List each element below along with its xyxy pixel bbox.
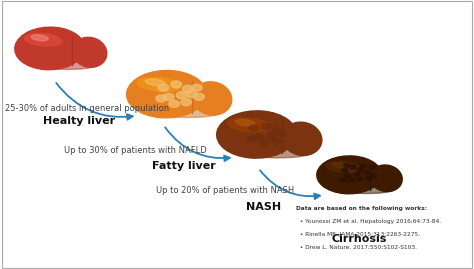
Ellipse shape — [181, 99, 191, 106]
Text: • Younossi ZM et al. Hepatology 2016;64:73-84.: • Younossi ZM et al. Hepatology 2016;64:… — [296, 219, 441, 224]
Text: Cirrhosis: Cirrhosis — [332, 234, 387, 244]
Ellipse shape — [217, 111, 296, 158]
Ellipse shape — [192, 82, 232, 115]
Text: • Rinella ME. JAMA 2015;313:2263-2275.: • Rinella ME. JAMA 2015;313:2263-2275. — [296, 232, 420, 237]
Ellipse shape — [370, 165, 402, 192]
Ellipse shape — [345, 174, 351, 178]
Ellipse shape — [327, 180, 394, 194]
Ellipse shape — [267, 133, 276, 139]
Ellipse shape — [164, 93, 174, 100]
Text: Healty liver: Healty liver — [43, 116, 115, 126]
Ellipse shape — [354, 172, 360, 176]
Ellipse shape — [273, 127, 283, 133]
Text: Data are based on the following works:: Data are based on the following works: — [296, 206, 428, 211]
Ellipse shape — [326, 161, 361, 173]
Ellipse shape — [236, 119, 255, 126]
Ellipse shape — [262, 123, 271, 129]
Ellipse shape — [25, 55, 98, 69]
Text: Up to 30% of patients with NAFLD: Up to 30% of patients with NAFLD — [64, 146, 207, 155]
Ellipse shape — [272, 139, 281, 144]
Ellipse shape — [350, 165, 356, 169]
Ellipse shape — [282, 122, 322, 155]
Text: Up to 20% of patients with NASH: Up to 20% of patients with NASH — [156, 186, 295, 196]
Ellipse shape — [138, 101, 222, 118]
Text: Fatty liver: Fatty liver — [152, 161, 215, 171]
Ellipse shape — [15, 27, 84, 70]
Ellipse shape — [191, 84, 202, 91]
Ellipse shape — [246, 136, 256, 142]
Ellipse shape — [249, 125, 258, 131]
Ellipse shape — [169, 100, 179, 107]
Ellipse shape — [228, 118, 271, 132]
Ellipse shape — [228, 141, 312, 158]
Ellipse shape — [260, 140, 269, 146]
Ellipse shape — [332, 163, 348, 168]
Ellipse shape — [72, 37, 107, 67]
Text: NASH: NASH — [246, 202, 282, 212]
Ellipse shape — [344, 164, 350, 167]
Ellipse shape — [277, 130, 286, 136]
Ellipse shape — [326, 159, 382, 191]
Text: • Drew L. Nature. 2017;550:S102-S103.: • Drew L. Nature. 2017;550:S102-S103. — [296, 245, 417, 250]
Ellipse shape — [137, 77, 181, 91]
Ellipse shape — [365, 171, 371, 175]
Ellipse shape — [317, 156, 382, 194]
Ellipse shape — [254, 134, 264, 140]
Ellipse shape — [342, 169, 348, 172]
Ellipse shape — [158, 84, 169, 91]
Ellipse shape — [370, 165, 375, 169]
Ellipse shape — [146, 79, 165, 86]
Ellipse shape — [357, 168, 363, 172]
Ellipse shape — [127, 70, 206, 118]
Ellipse shape — [371, 174, 377, 178]
Ellipse shape — [340, 178, 346, 182]
Ellipse shape — [366, 176, 372, 180]
Ellipse shape — [186, 91, 197, 98]
Ellipse shape — [171, 81, 182, 88]
Ellipse shape — [176, 92, 187, 99]
Ellipse shape — [31, 35, 48, 41]
Ellipse shape — [360, 164, 366, 168]
Ellipse shape — [348, 178, 355, 182]
Ellipse shape — [156, 95, 166, 102]
Text: 25-30% of adults in general population: 25-30% of adults in general population — [5, 104, 169, 114]
Ellipse shape — [182, 85, 193, 92]
Ellipse shape — [194, 93, 204, 100]
Ellipse shape — [357, 177, 363, 181]
Ellipse shape — [24, 33, 62, 46]
